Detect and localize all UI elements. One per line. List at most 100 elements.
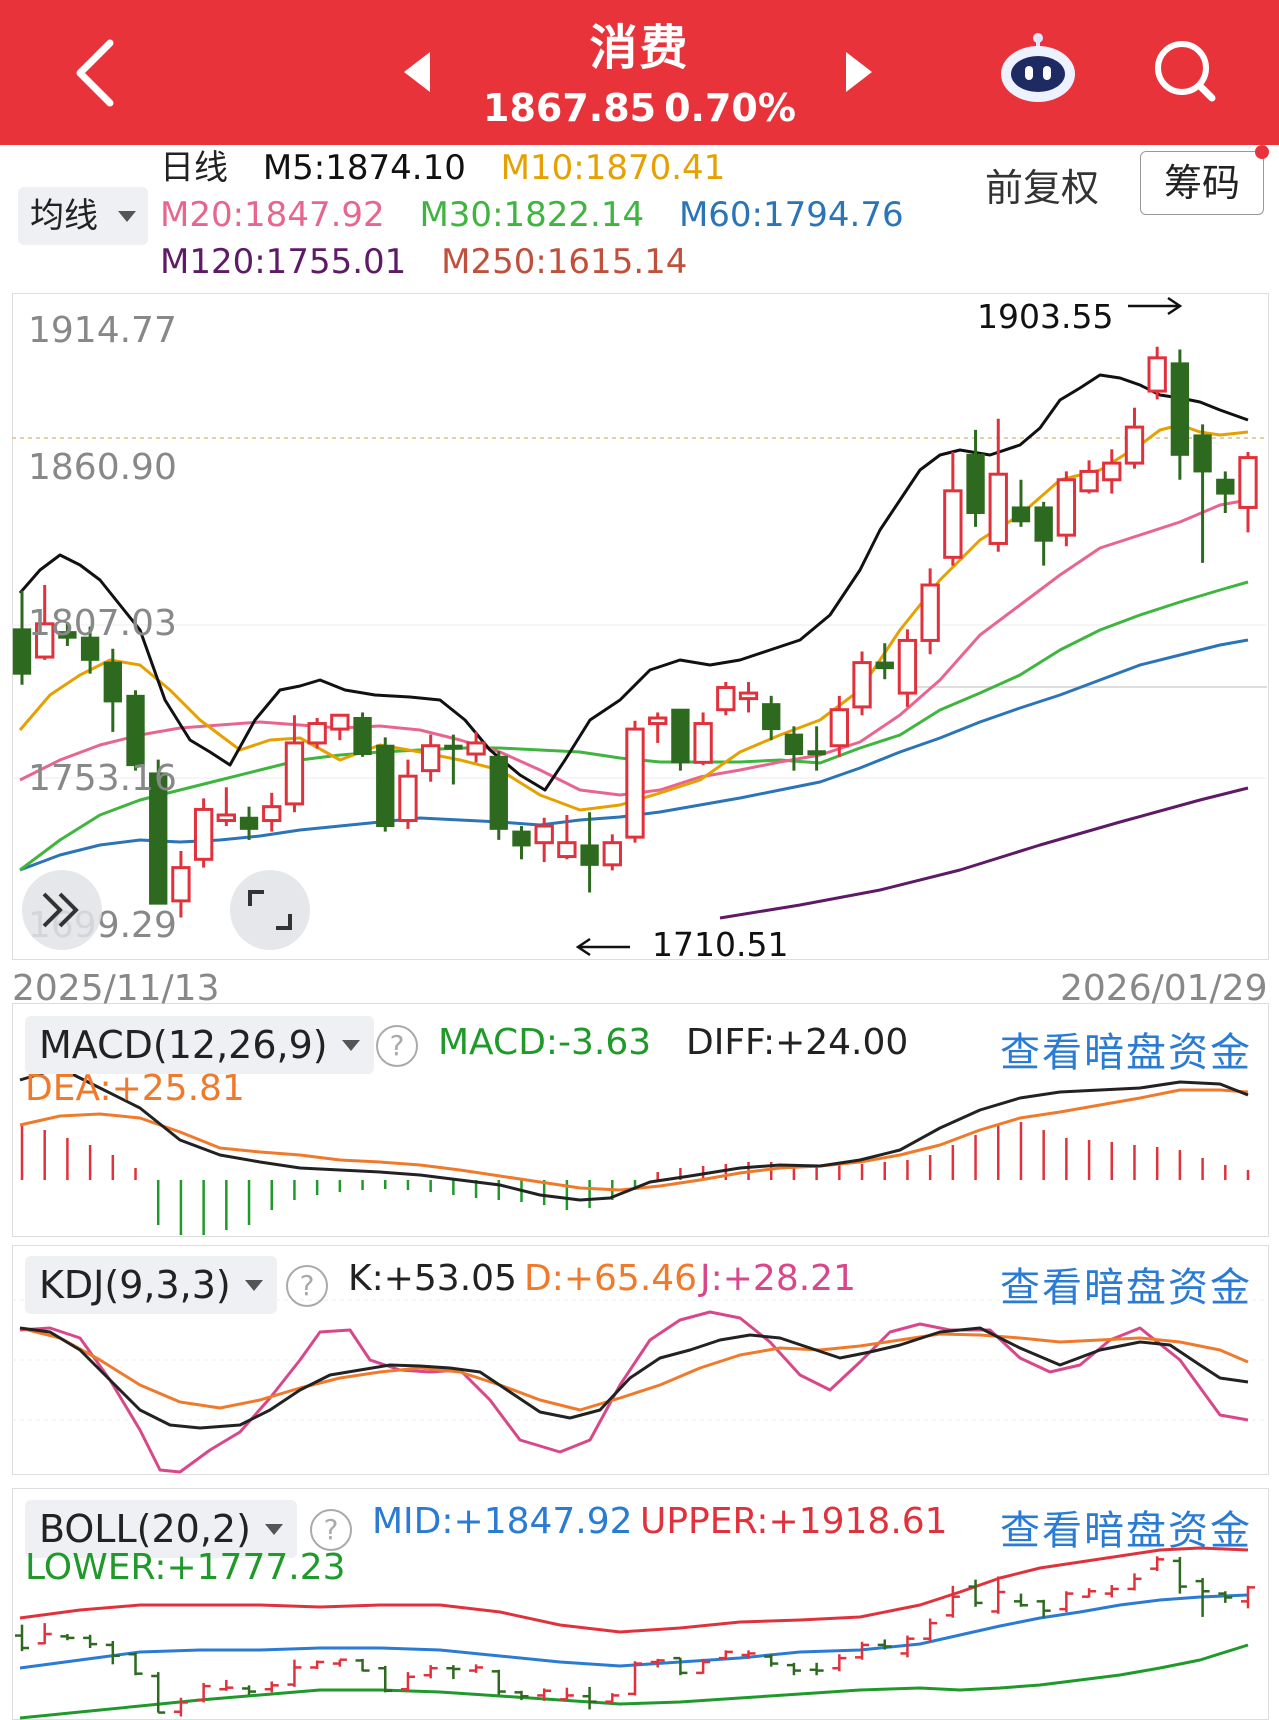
candle-body-up [557, 841, 577, 859]
candle-body-up [262, 805, 282, 823]
low-arrowhead [575, 937, 591, 957]
indicator-selector[interactable]: 均线 [18, 187, 148, 245]
diff-value: DIFF:+24.00 [686, 1022, 909, 1063]
price-line: 1867.85 0.70% [0, 86, 1279, 130]
candle-body-up [829, 708, 850, 748]
macd-chart [19, 1066, 1250, 1235]
boll-selector[interactable]: BOLL(20,2) [25, 1500, 297, 1558]
candle-body-down [1216, 478, 1235, 495]
candle-body-down [807, 750, 826, 756]
candle-body-up [648, 716, 668, 726]
top-bar: 消费 1867.85 0.70% [0, 0, 1279, 145]
ma250-value: M250:1615.14 [441, 242, 688, 282]
boll-chart [15, 1546, 1255, 1720]
kline-panel[interactable] [12, 293, 1269, 960]
index-change: 0.70% [664, 86, 796, 130]
ma5-line [18, 373, 1249, 792]
fullscreen-button[interactable] [230, 870, 310, 950]
expand-sidebar-button[interactable] [22, 870, 102, 950]
macd-selector[interactable]: MACD(12,26,9) [25, 1016, 374, 1074]
candle-body-down [444, 744, 463, 750]
candle-body-up [738, 691, 759, 701]
candle-body-up [216, 813, 237, 823]
macd-view-fund-link[interactable]: 查看暗盘资金 [1000, 1030, 1252, 1076]
notification-dot [1255, 145, 1269, 159]
candle-body-up [693, 722, 713, 764]
candle-body-down [875, 661, 894, 670]
robot-assistant-icon [1001, 33, 1075, 102]
candle-body-up [171, 866, 191, 903]
prev-index-button[interactable] [400, 50, 434, 94]
candle-body-down [58, 631, 77, 639]
adjust-selector[interactable]: 前复权 [985, 166, 1100, 210]
search-button[interactable] [1152, 38, 1218, 104]
candle-body-down [1011, 506, 1031, 523]
next-index-button[interactable] [842, 50, 876, 94]
candle-body-down [353, 717, 372, 756]
dropdown-arrow-icon [244, 1280, 263, 1291]
candle-body-up [716, 686, 736, 712]
dropdown-arrow-icon [264, 1524, 283, 1535]
ma120-line [719, 786, 1249, 920]
candle-body-up [193, 807, 214, 861]
ma60-value: M60:1794.76 [678, 195, 904, 235]
ma5-value: M5:1874.10 [262, 148, 466, 188]
candle-body-up [1238, 456, 1258, 509]
candle-body-up [943, 489, 963, 559]
fullscreen-icon [248, 890, 292, 930]
back-button[interactable] [70, 38, 120, 108]
ma10-value: M10:1870.41 [500, 148, 726, 188]
candle-body-up [625, 727, 645, 839]
candle-body-up [466, 741, 486, 756]
kdj-d-value: D:+65.46 [524, 1258, 698, 1299]
kdj-help-icon[interactable]: ? [286, 1265, 328, 1307]
robot-assistant-button[interactable] [998, 30, 1078, 106]
boll-view-fund-link[interactable]: 查看暗盘资金 [1000, 1508, 1252, 1554]
candle-body-up [602, 841, 622, 867]
candle-body-up [1056, 478, 1077, 537]
boll-selector-label: BOLL(20,2) [39, 1507, 251, 1551]
boll-lower-value: LOWER:+1777.23 [25, 1547, 346, 1588]
candlesticks [12, 346, 1258, 918]
candle-body-down [126, 694, 145, 767]
kdj-view-fund-link[interactable]: 查看暗盘资金 [1000, 1265, 1252, 1311]
candle-body-down [376, 744, 395, 828]
page-title: 消费 [589, 20, 690, 76]
candle-body-down [1034, 506, 1053, 542]
candle-body-down [671, 708, 690, 764]
candle-body-up [398, 774, 418, 823]
chevron-left-icon [76, 39, 114, 107]
triangle-right-icon [846, 52, 872, 92]
date-start: 2025/11/13 [12, 968, 220, 1009]
kdj-selector[interactable]: KDJ(9,3,3) [25, 1256, 277, 1314]
y-label-4: 1753.16 [28, 758, 177, 799]
ma30-value: M30:1822.14 [419, 195, 645, 235]
ma-row-2: M20:1847.92 M30:1822.14 M60:1794.76 [160, 192, 928, 239]
candle-body-up [307, 722, 327, 745]
candle-body-up [897, 638, 918, 695]
boll-upper-line [19, 1546, 1249, 1634]
dropdown-arrow-icon [341, 1040, 360, 1051]
y-label-2: 1860.90 [28, 447, 177, 488]
candle-body-up [35, 622, 55, 659]
high-price-mark: 1903.55 [977, 297, 1114, 336]
kdj-k-line [19, 1326, 1249, 1430]
kdj-selector-label: KDJ(9,3,3) [39, 1263, 231, 1307]
candle-body-up [284, 741, 305, 806]
high-arrowhead [1167, 296, 1183, 316]
macd-help-icon[interactable]: ? [376, 1025, 418, 1067]
candle-body-up [1079, 469, 1099, 493]
boll-help-icon[interactable]: ? [310, 1509, 352, 1551]
y-label-3: 1807.03 [28, 603, 177, 644]
candle-body-down [239, 816, 259, 830]
dropdown-arrow-icon [118, 211, 136, 222]
macd-selector-label: MACD(12,26,9) [39, 1023, 328, 1067]
candle-body-down [12, 628, 32, 675]
ma-values: 日线 M5:1874.10 M10:1870.41 M20:1847.92 M3… [160, 145, 928, 286]
chip-distribution-button[interactable]: 筹码 [1140, 151, 1264, 215]
candle-body-down [103, 661, 122, 703]
ma120-value: M120:1755.01 [160, 242, 407, 282]
indicator-selector-label: 均线 [30, 196, 98, 236]
ma-header: 均线 日线 M5:1874.10 M10:1870.41 M20:1847.92… [0, 145, 1279, 290]
